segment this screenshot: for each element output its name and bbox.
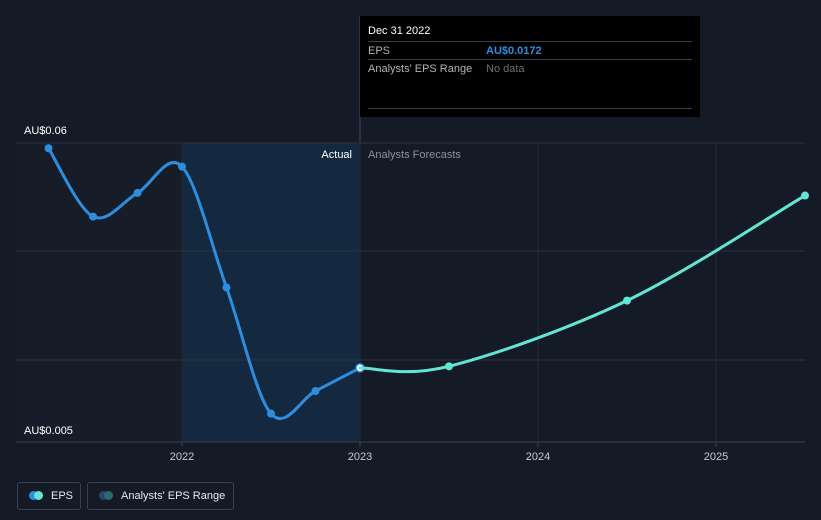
data-point-actual-0 [44,144,53,153]
eps-swatch-icon [29,491,43,500]
forecast-label: Analysts Forecasts [368,149,461,161]
tooltip-date: Dec 31 2022 [368,25,431,37]
data-point-actual-4 [222,283,231,292]
tooltip-divider [368,108,692,109]
data-point-forecast-1 [445,362,453,371]
tooltip-range-label: Analysts' EPS Range [368,63,473,75]
data-point-forecast-2 [623,296,631,305]
data-point-actual-6 [311,387,320,396]
tooltip-eps-value: AU$0.0172 [486,45,542,57]
legend-eps-toggle[interactable]: EPS [17,482,81,510]
x-tick-label-2025: 2025 [704,451,728,463]
x-tick-label-2023: 2023 [348,451,372,463]
legend-range-toggle[interactable]: Analysts' EPS Range [87,482,234,510]
data-point-actual-3 [178,162,186,171]
y-tick-label-bottom: AU$0.005 [24,425,73,437]
actual-label: Actual [321,149,352,161]
x-tick-label-2024: 2024 [526,451,550,463]
data-point-actual-2 [133,188,142,197]
x-tick-label-2022: 2022 [170,451,194,463]
series-group [44,144,809,421]
range-swatch-icon [99,491,113,500]
y-tick-label-top: AU$0.06 [24,125,67,137]
last-year-highlight-band [182,143,360,442]
data-point-forecast-3 [801,191,809,200]
tooltip-range-value: No data [486,63,525,75]
legend-eps-label: EPS [51,490,74,502]
tooltip-eps-row: EPS AU$0.0172 [368,41,692,60]
hover-tooltip: Dec 31 2022 EPS AU$0.0172 Analysts' EPS … [360,16,700,117]
data-point-actual-1 [89,212,97,221]
series-line-forecast [358,194,807,374]
data-point-actual-5 [267,409,275,418]
x-axis: 2022 2023 2024 2025 [170,143,728,463]
tooltip-range-row: Analysts' EPS Range No data [368,59,692,78]
legend-range-label: Analysts' EPS Range [121,490,226,502]
tooltip-eps-label: EPS [368,45,391,57]
